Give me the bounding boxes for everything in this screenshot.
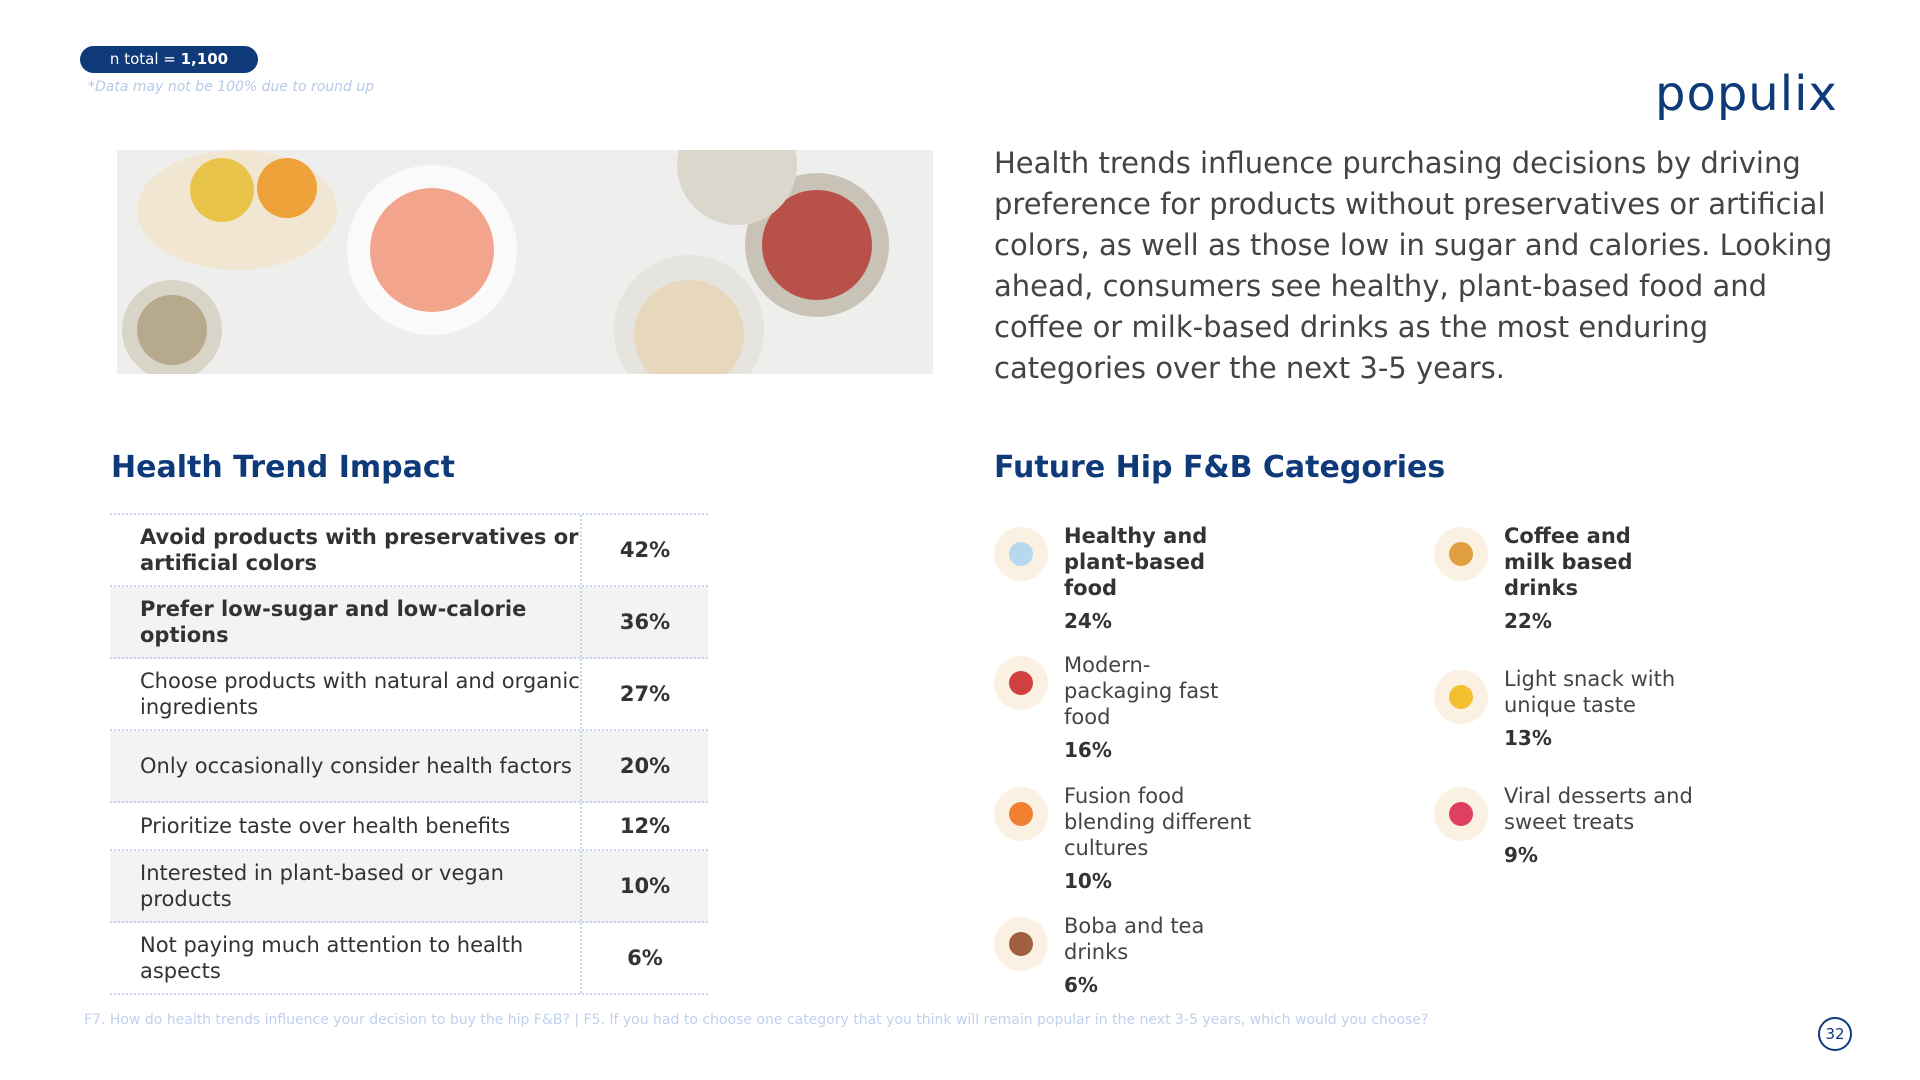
table-row: Interested in plant-based or vegan produ…: [110, 851, 708, 923]
row-value: 20%: [619, 754, 671, 778]
category-value: 9%: [1504, 843, 1538, 867]
category-item: Coffee and milk based drinks 22%: [1434, 523, 1834, 633]
category-icon: [994, 656, 1048, 710]
icon-glyph: [1009, 542, 1033, 566]
category-icon: [994, 527, 1048, 581]
badge-value: 1,100: [180, 50, 229, 68]
category-value: 13%: [1504, 726, 1552, 750]
category-icon: [1434, 787, 1488, 841]
category-value: 24%: [1064, 609, 1112, 633]
icon-glyph: [1449, 802, 1473, 826]
table-title: Health Trend Impact: [111, 450, 455, 485]
note: *Data may not be 100% due to round up: [88, 79, 375, 95]
category-text: Boba and tea drinks 6%: [1064, 913, 1264, 997]
categories-title: Future Hip F&B Categories: [994, 450, 1446, 485]
category-item: Light snack with unique taste 13%: [1434, 666, 1834, 750]
table-row: Prefer low-sugar and low-calorie options…: [110, 587, 708, 659]
category-value: 22%: [1504, 609, 1552, 633]
category-text: Coffee and milk based drinks 22%: [1504, 523, 1654, 633]
category-text: Light snack with unique taste 13%: [1504, 666, 1704, 750]
category-text: Modern-packaging fast food 16%: [1064, 652, 1234, 762]
icon-glyph: [1449, 542, 1473, 566]
row-label: Prioritize taste over health benefits: [110, 803, 582, 849]
icon-glyph: [1449, 685, 1473, 709]
category-icon: [1434, 527, 1488, 581]
category-value: 6%: [1064, 973, 1098, 997]
row-label: Interested in plant-based or vegan produ…: [110, 851, 582, 921]
icon-glyph: [1009, 932, 1033, 956]
icon-glyph: [1009, 802, 1033, 826]
category-text: Fusion food blending different cultures 1…: [1064, 783, 1264, 893]
table-row: Only occasionally consider health factor…: [110, 731, 708, 803]
badge-label: n total =: [109, 50, 176, 68]
category-text: Healthy and plant-based food 24%: [1064, 523, 1214, 633]
category-icon: [994, 917, 1048, 971]
category-label: Light snack with unique taste: [1504, 667, 1676, 717]
category-icon: [1434, 670, 1488, 724]
category-label: Coffee and milk based drinks: [1504, 524, 1633, 600]
category-item: Healthy and plant-based food 24%: [994, 523, 1394, 633]
category-label: Healthy and plant-based food: [1064, 524, 1208, 600]
row-label: Choose products with natural and organic…: [110, 659, 582, 729]
category-text: Viral desserts and sweet treats 9%: [1504, 783, 1704, 867]
category-value: 10%: [1064, 869, 1112, 893]
row-label: Avoid products with preservatives or art…: [110, 515, 582, 585]
category-item: Boba and tea drinks 6%: [994, 913, 1394, 997]
page-number: 32: [1818, 1017, 1852, 1051]
sample-badge: n total = 1,100: [80, 46, 258, 73]
row-value: 36%: [619, 610, 671, 634]
category-label: Fusion food blending different cultures: [1064, 784, 1252, 860]
category-value: 16%: [1064, 738, 1112, 762]
category-icon: [994, 787, 1048, 841]
row-value: 10%: [619, 874, 671, 898]
source-note: F7. How do health trends influence your …: [84, 1012, 1429, 1028]
summary: Health trends influence purchasing decis…: [994, 146, 1833, 385]
health-table: Avoid products with preservatives or art…: [110, 513, 708, 995]
row-label: Only occasionally consider health factor…: [110, 731, 582, 801]
category-label: Viral desserts and sweet treats: [1504, 784, 1693, 834]
row-label: Not paying much attention to health aspe…: [110, 923, 582, 993]
category-item: Modern-packaging fast food 16%: [994, 652, 1394, 762]
table-row: Not paying much attention to health aspe…: [110, 923, 708, 995]
table-row: Prioritize taste over health benefits 12%: [110, 803, 708, 851]
category-item: Viral desserts and sweet treats 9%: [1434, 783, 1834, 867]
logo: populix: [1655, 66, 1838, 122]
row-value: 27%: [619, 682, 671, 706]
category-label: Boba and tea drinks: [1064, 914, 1205, 964]
food-photo: [117, 150, 933, 374]
table-row: Avoid products with preservatives or art…: [110, 515, 708, 587]
icon-glyph: [1009, 671, 1033, 695]
row-label: Prefer low-sugar and low-calorie options: [110, 587, 582, 657]
row-value: 6%: [627, 946, 663, 970]
category-label: Modern-packaging fast food: [1064, 653, 1219, 729]
row-value: 12%: [619, 814, 671, 838]
table-row: Choose products with natural and organic…: [110, 659, 708, 731]
row-value: 42%: [619, 538, 671, 562]
category-item: Fusion food blending different cultures 1…: [994, 783, 1394, 893]
